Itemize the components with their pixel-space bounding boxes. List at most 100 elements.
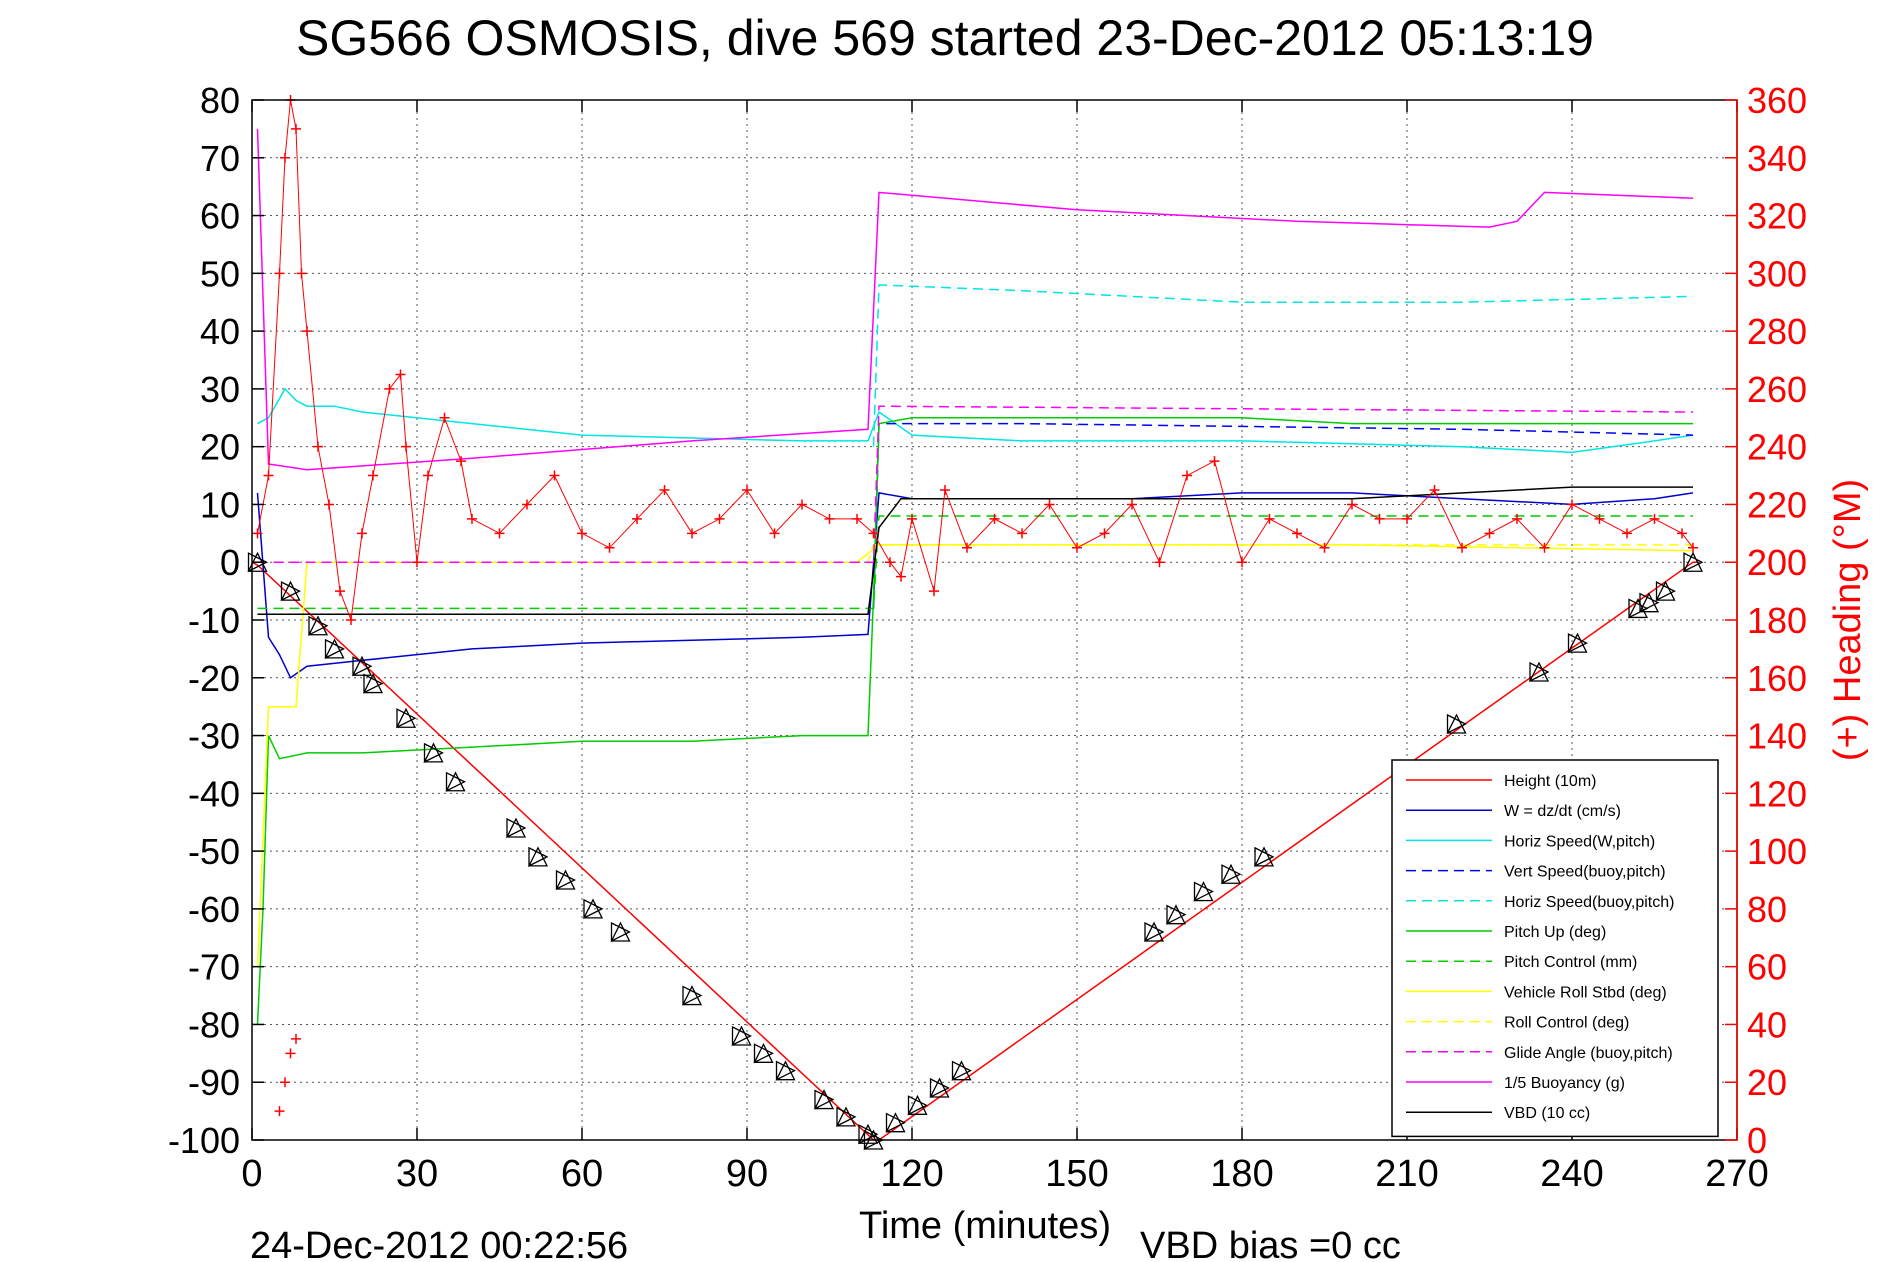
y-tick-label: -50 (188, 831, 240, 872)
heading-point (252, 528, 263, 539)
y2-tick-label: 60 (1747, 947, 1787, 988)
y-tick-label: 30 (200, 369, 240, 410)
heading-point (423, 470, 433, 481)
x-axis-ticks: 0 30 60 90 120 150 180 210 240 270 (241, 100, 1769, 1195)
y-tick-label: 50 (200, 253, 240, 294)
depth-marker (1655, 580, 1676, 602)
x-tick-label: 0 (241, 1153, 262, 1195)
x-tick-label: 30 (396, 1153, 438, 1195)
y-tick-label: -10 (188, 600, 240, 641)
y2-tick-label: 280 (1747, 311, 1807, 352)
legend-label: 1/5 Buoyancy (g) (1504, 1075, 1625, 1092)
y2-tick-label: 40 (1747, 1004, 1787, 1045)
y2-tick-label: 160 (1747, 658, 1807, 699)
x-tick-label: 120 (880, 1153, 943, 1195)
y-tick-label: -90 (188, 1062, 240, 1103)
depth-marker (1528, 661, 1550, 683)
heading-point (368, 470, 378, 481)
heading-point (274, 268, 285, 279)
y2-tick-label: 300 (1747, 253, 1807, 294)
heading-layer (252, 95, 1698, 1117)
heading-point (659, 485, 670, 495)
y-tick-label: 80 (200, 80, 240, 121)
heading-line (257, 99, 1694, 621)
heading-point (412, 557, 422, 568)
depth-marker (445, 771, 466, 792)
heading-point (1127, 499, 1137, 510)
legend-label: Height (10m) (1504, 773, 1596, 790)
heading-point (907, 513, 917, 524)
heading-point (263, 470, 274, 481)
heading-point (1209, 456, 1220, 467)
heading-point (577, 528, 587, 539)
heading-point (742, 485, 752, 495)
x-tick-label: 180 (1210, 1153, 1273, 1195)
y2-tick-label: 320 (1747, 196, 1807, 237)
depth-marker (505, 817, 527, 839)
heading-point (395, 369, 406, 380)
heading-point (1402, 513, 1412, 524)
series-line-10 (256, 128, 1694, 471)
heading-point (885, 557, 895, 568)
heading-point (456, 456, 466, 467)
depth-marker (324, 638, 345, 659)
y-tick-label: -100 (168, 1120, 240, 1161)
legend-label: Vert Speed(buoy,pitch) (1504, 864, 1666, 881)
depth-marker (885, 1112, 906, 1133)
heading-point (1567, 499, 1577, 510)
depth-marker (1165, 904, 1187, 925)
heading-point (291, 1033, 301, 1044)
depth-marker (423, 742, 444, 763)
heading-point (1622, 528, 1632, 539)
legend-label: Roll Control (deg) (1504, 1015, 1629, 1032)
heading-point (1044, 499, 1055, 510)
depth-marker (307, 615, 329, 636)
depth-marker (775, 1060, 796, 1081)
heading-point (769, 528, 780, 539)
heading-point (940, 485, 950, 495)
depth-marker (835, 1106, 857, 1127)
heading-point (797, 499, 807, 510)
heading-point (896, 571, 906, 582)
heading-point (335, 586, 345, 597)
series-line-5 (256, 417, 1693, 1025)
heading-point (274, 1106, 285, 1117)
heading-point (346, 615, 356, 625)
heading-point (302, 326, 312, 337)
legend-label: Horiz Speed(buoy,pitch) (1504, 894, 1674, 911)
heading-point (1154, 557, 1165, 568)
heading-point (285, 1048, 296, 1059)
y-tick-label: 40 (200, 311, 240, 352)
heading-point (1429, 485, 1440, 495)
series-layer (251, 128, 1699, 1141)
heading-point (632, 513, 642, 524)
depth-marker (362, 673, 384, 694)
x-tick-label: 210 (1375, 1153, 1438, 1195)
x-tick-label: 60 (561, 1153, 603, 1195)
x-tick-label: 90 (726, 1153, 768, 1195)
depth-marker (610, 921, 631, 943)
heading-point (962, 542, 972, 553)
heading-point (291, 123, 301, 134)
heading-point (1688, 542, 1698, 553)
heading-point (357, 528, 367, 539)
y2-tick-label: 260 (1747, 369, 1807, 410)
x-tick-label: 270 (1705, 1153, 1768, 1195)
heading-point (549, 470, 560, 481)
depth-marker (582, 898, 604, 919)
depth-marker (753, 1042, 774, 1064)
y-tick-label: 20 (200, 427, 240, 468)
depth-marker (1627, 597, 1649, 619)
depth-marker (395, 707, 417, 729)
series-line-6 (257, 515, 1693, 610)
x-axis-label: Time (minutes) (859, 1205, 1111, 1247)
legend-label: W = dz/dt (cm/s) (1504, 803, 1621, 820)
depth-marker (681, 985, 703, 1006)
depth-marker (1193, 881, 1214, 902)
legend-label: Pitch Up (deg) (1504, 924, 1606, 941)
depth-marker (1253, 846, 1275, 867)
y2-tick-label: 140 (1747, 716, 1807, 757)
heading-point (1099, 528, 1110, 539)
y2-axis-label: (+) Heading (°M) (1827, 479, 1869, 761)
